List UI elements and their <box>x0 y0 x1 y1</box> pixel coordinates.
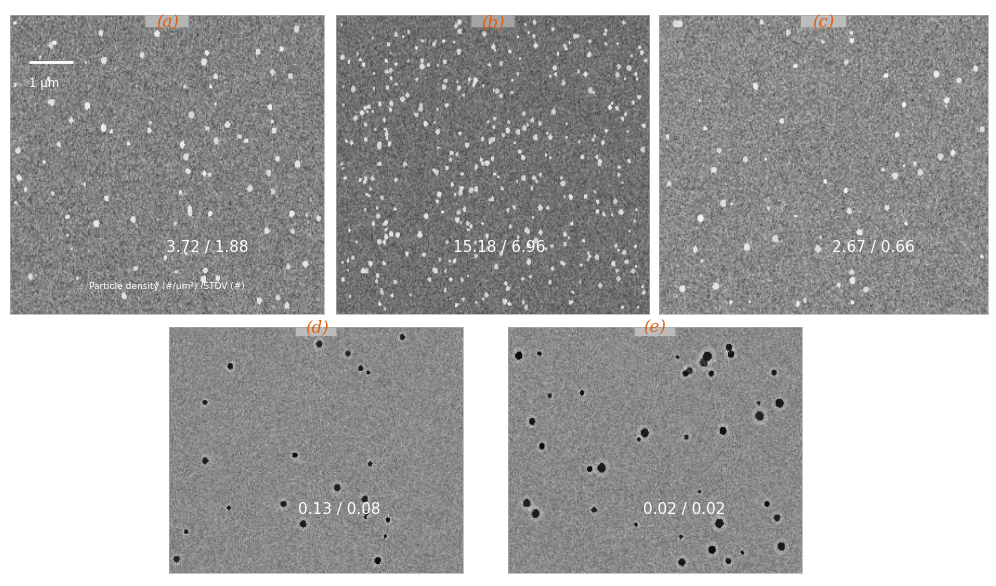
Text: 0.02 / 0.02: 0.02 / 0.02 <box>643 502 725 517</box>
Text: 1 μm: 1 μm <box>29 77 59 90</box>
Text: (b): (b) <box>481 15 505 32</box>
Text: (d): (d) <box>305 319 329 336</box>
Text: 3.72 / 1.88: 3.72 / 1.88 <box>166 240 249 255</box>
Text: 0.13 / 0.08: 0.13 / 0.08 <box>299 502 381 517</box>
Text: Particle density (#/um²) /STDV (#): Particle density (#/um²) /STDV (#) <box>89 282 245 291</box>
Text: 2.67 / 0.66: 2.67 / 0.66 <box>832 240 914 255</box>
Text: 15.18 / 6.96: 15.18 / 6.96 <box>452 240 545 255</box>
Text: (a): (a) <box>156 15 178 32</box>
Text: (c): (c) <box>813 15 835 32</box>
Text: (e): (e) <box>643 319 665 336</box>
